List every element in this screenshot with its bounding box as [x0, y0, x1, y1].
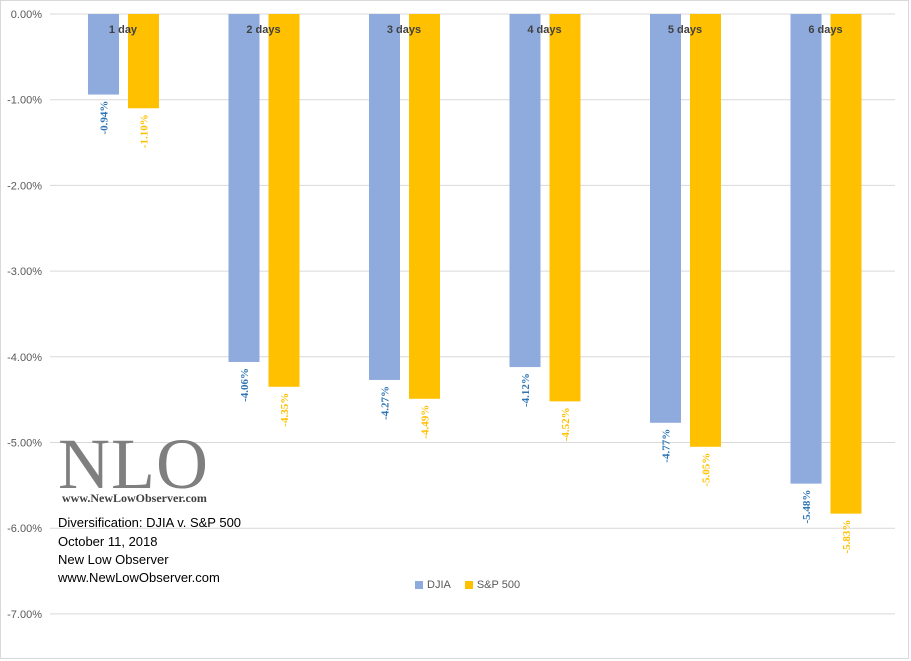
data-label-sp500: -4.52%	[560, 407, 572, 441]
bar-sp500	[549, 14, 581, 402]
annotation-title: Diversification: DJIA v. S&P 500	[58, 515, 242, 530]
data-label-djia: -0.94%	[99, 101, 111, 135]
y-tick-label: -7.00%	[7, 609, 42, 621]
legend-label-djia: DJIA	[427, 579, 451, 591]
data-label-djia: -4.77%	[661, 429, 673, 463]
y-tick-label: -1.00%	[7, 95, 42, 107]
category-label: 6 days	[808, 24, 842, 36]
legend-item-djia: DJIA	[415, 579, 451, 591]
y-tick-label: -3.00%	[7, 266, 42, 278]
bar-djia	[228, 14, 260, 362]
bar-sp500	[268, 14, 300, 387]
annotation-url: www.NewLowObserver.com	[58, 570, 220, 585]
legend-swatch-sp500	[464, 581, 473, 589]
data-label-sp500: -5.83%	[841, 520, 853, 554]
category-label: 4 days	[527, 24, 561, 36]
chart-legend: DJIA S&P 500	[415, 579, 520, 591]
y-tick-label: -4.00%	[7, 352, 42, 364]
bar-djia	[650, 14, 681, 423]
legend-swatch-djia	[415, 581, 423, 589]
bar-djia	[790, 14, 822, 484]
category-label: 2 days	[246, 24, 280, 36]
bar-sp500	[830, 14, 862, 514]
y-tick-label: -6.00%	[7, 523, 42, 535]
data-label-djia: -5.48%	[801, 490, 813, 524]
bar-djia	[509, 14, 541, 368]
data-label-sp500: -5.05%	[701, 453, 713, 487]
data-label-sp500: -4.35%	[279, 393, 291, 427]
bar-sp500	[690, 14, 721, 447]
legend-label-sp500: S&P 500	[476, 579, 521, 591]
bar-djia	[88, 14, 119, 95]
data-label-djia: -4.06%	[239, 368, 251, 402]
nlo-logo: NLO	[58, 424, 209, 504]
legend-item-sp500: S&P 500	[464, 579, 521, 591]
category-label: 3 days	[387, 24, 421, 36]
category-label: 5 days	[668, 24, 702, 36]
logo-url: www.NewLowObserver.com	[62, 491, 207, 505]
y-tick-label: -2.00%	[7, 180, 42, 192]
y-tick-label: -5.00%	[7, 438, 42, 450]
data-label-sp500: -4.49%	[420, 405, 432, 439]
annotation-author: New Low Observer	[58, 552, 169, 567]
bar-sp500	[128, 14, 159, 109]
data-label-djia: -4.27%	[380, 386, 392, 420]
bar-djia	[369, 14, 400, 380]
data-label-djia: -4.12%	[520, 373, 532, 407]
data-label-sp500: -1.10%	[139, 114, 151, 148]
y-tick-label: 0.00%	[11, 9, 42, 21]
category-label: 1 day	[109, 24, 138, 36]
annotation-date: October 11, 2018	[58, 534, 158, 549]
bar-sp500	[409, 14, 440, 399]
